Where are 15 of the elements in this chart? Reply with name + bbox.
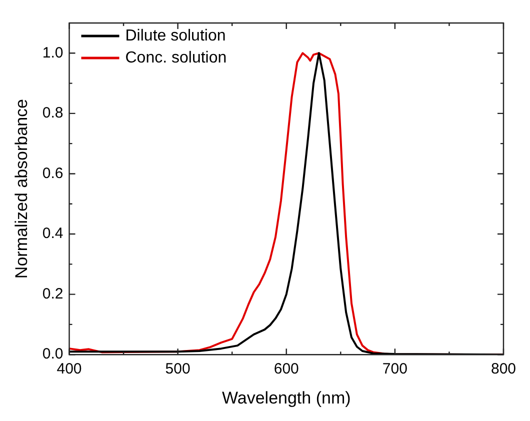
legend-label: Dilute solution <box>125 27 226 44</box>
y-tick-label: 1.0 <box>42 44 64 62</box>
x-axis-title: Wavelength (nm) <box>222 388 351 408</box>
x-tick-label: 700 <box>382 360 408 378</box>
y-axis-title: Normalized absorbance <box>12 99 31 279</box>
x-tick-label: 600 <box>274 360 299 378</box>
y-tick-label: 0.2 <box>42 285 64 302</box>
x-tick-label: 800 <box>490 360 516 378</box>
x-tick-label: 500 <box>165 360 190 378</box>
legend-label: Conc. solution <box>125 49 227 66</box>
y-tick-label: 0.4 <box>42 225 64 242</box>
y-tick-label: 0.0 <box>42 346 64 363</box>
y-tick-label: 0.6 <box>42 164 64 182</box>
y-tick-label: 0.8 <box>42 104 64 122</box>
x-tick-label: 400 <box>56 360 82 378</box>
